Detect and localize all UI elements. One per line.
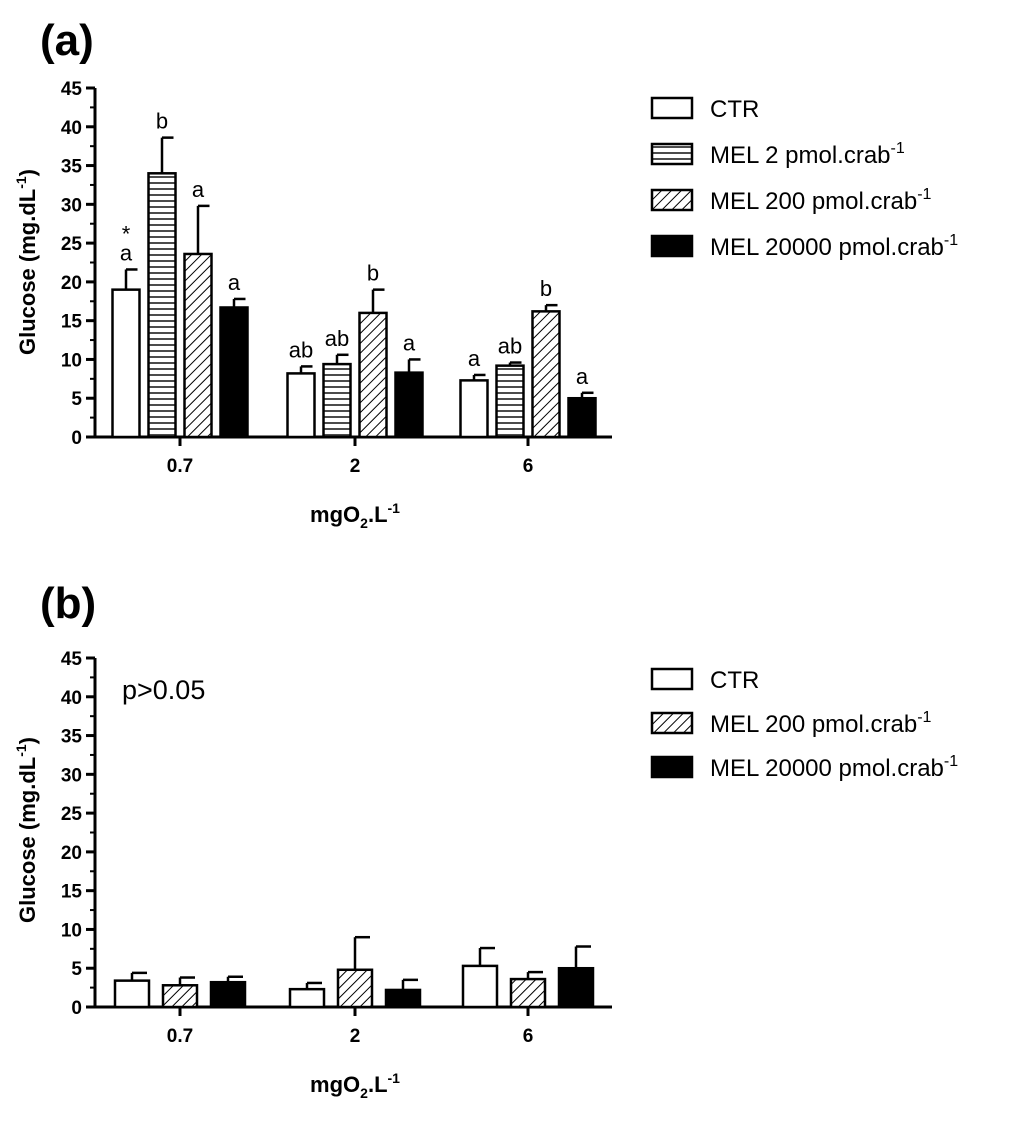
bar	[288, 987, 326, 1009]
bar	[495, 364, 525, 439]
bar	[209, 980, 247, 1009]
y-tick-label: 20	[61, 273, 82, 294]
legend-swatch	[650, 142, 694, 166]
bar	[113, 979, 151, 1009]
x-tick-label: 2	[350, 1026, 361, 1047]
bar	[286, 372, 316, 439]
x-tick-label: 2	[350, 456, 361, 477]
bar	[567, 396, 597, 439]
legend-label: MEL 20000 pmol.crab-1	[710, 232, 958, 261]
significance-label: b	[367, 261, 379, 286]
legend-label: MEL 20000 pmol.crab-1	[710, 753, 958, 782]
y-tick-label: 40	[61, 118, 82, 139]
y-tick-label: 0	[71, 998, 82, 1019]
y-tick-label: 10	[61, 920, 82, 941]
legend-swatch	[650, 755, 694, 779]
legend-b: CTR MEL 200 pmol.crab-1 MEL 20000 pmol.cra…	[650, 667, 958, 782]
legend-swatch	[650, 96, 694, 120]
bar	[557, 966, 595, 1009]
y-tick-label: 0	[71, 428, 82, 449]
y-tick-label: 40	[61, 688, 82, 709]
significance-label: ab	[325, 326, 349, 351]
y-tick-label: 5	[71, 389, 82, 410]
bar	[394, 371, 424, 439]
y-tick-label: 20	[61, 843, 82, 864]
significance-label: b	[540, 276, 552, 301]
bar	[358, 311, 388, 439]
x-axis-title-b: mgO2.L-1	[310, 1070, 400, 1101]
significance-label: ab	[498, 334, 522, 359]
bar	[111, 288, 141, 439]
plot-area-b: 0 5 10 15 20 25 30 35 40 45 0.7 2 6	[61, 649, 612, 1047]
significance-label: a	[120, 240, 133, 265]
significance-label: ab	[289, 337, 313, 362]
y-tick-label: 35	[61, 727, 83, 748]
significance-label: a	[192, 177, 205, 202]
y-tick-label: 35	[61, 157, 83, 178]
x-tick-label: 6	[523, 456, 534, 477]
bar	[322, 362, 352, 439]
panel-label-b: (b)	[40, 579, 96, 628]
y-tick-label: 15	[61, 882, 83, 903]
y-tick-label: 25	[61, 234, 83, 255]
bar	[161, 984, 199, 1009]
x-axis-title-a: mgO2.L-1	[310, 500, 400, 531]
bar	[531, 310, 561, 439]
x-tick-label: 0.7	[167, 1026, 193, 1047]
bar	[147, 172, 177, 439]
legend-label: MEL 200 pmol.crab-1	[710, 186, 932, 215]
significance-label: a	[228, 270, 241, 295]
bar	[459, 379, 489, 439]
panel-label-a: (a)	[40, 16, 94, 65]
legend-swatch	[650, 234, 694, 258]
x-tick-label: 0.7	[167, 456, 193, 477]
legend-swatch	[650, 667, 694, 691]
y-axis-title-a: Glucose (mg.dL-1)	[13, 169, 40, 355]
y-tick-label: 25	[61, 804, 83, 825]
significance-note: p>0.05	[122, 675, 205, 705]
panel-b: (b) p>0.05 CTR MEL 200 pmol.crab-1 MEL 200…	[13, 579, 958, 1101]
legend-label: MEL 200 pmol.crab-1	[710, 709, 932, 738]
bar	[384, 988, 422, 1009]
legend-label: CTR	[710, 96, 759, 123]
y-tick-label: 30	[61, 765, 82, 786]
legend-a: CTR MEL 2 pmol.crab-1 MEL 200 pmol.crab-1 M…	[650, 96, 958, 261]
y-tick-label: 15	[61, 312, 83, 333]
y-tick-label: 5	[71, 959, 82, 980]
legend-swatch	[650, 188, 694, 212]
panel-a: (a) CTR MEL 2 pmol.crab-1 MEL 200 pmol.cra…	[13, 16, 958, 531]
significance-label: a	[403, 330, 416, 355]
bar	[219, 306, 249, 439]
significance-label: a	[576, 364, 589, 389]
bar	[183, 252, 213, 439]
significance-label: a	[468, 346, 481, 371]
bar	[509, 977, 547, 1009]
significance-label: b	[156, 109, 168, 134]
significance-mark: *	[122, 221, 131, 246]
bar	[336, 968, 374, 1009]
x-tick-label: 6	[523, 1026, 534, 1047]
legend-label: CTR	[710, 667, 759, 694]
y-tick-label: 30	[61, 195, 82, 216]
y-axis-title-b: Glucose (mg.dL-1)	[13, 737, 40, 923]
legend-label: MEL 2 pmol.crab-1	[710, 140, 905, 169]
bar	[461, 964, 499, 1009]
y-tick-label: 45	[61, 79, 83, 100]
y-tick-label: 10	[61, 350, 82, 371]
legend-swatch	[650, 711, 694, 735]
y-tick-label: 45	[61, 649, 83, 670]
